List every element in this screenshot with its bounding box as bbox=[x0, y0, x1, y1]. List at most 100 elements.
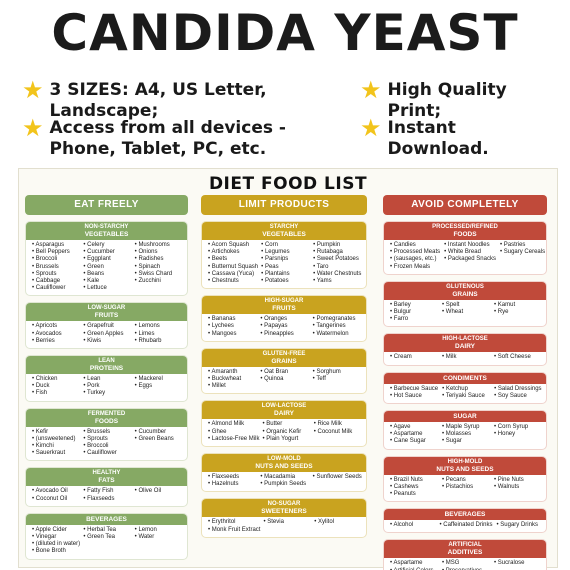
feature-text: 3 SIZES: A4, US Letter, Landscape; bbox=[49, 80, 267, 121]
food-items-subcolumn: MSGPreservatives bbox=[442, 560, 490, 570]
food-item: Peas bbox=[261, 264, 310, 271]
food-item: Pastries bbox=[500, 242, 545, 249]
food-item: Almond Milk bbox=[208, 421, 259, 428]
food-category-card: LOW-SUGARFRUITSApricotsAvocadosBerriesGr… bbox=[25, 302, 188, 350]
food-item: Spinach bbox=[135, 264, 183, 271]
food-item: Flaxseeds bbox=[208, 474, 257, 481]
food-items-subcolumn: BrusselsSproutsBroccoliCauliflower bbox=[83, 429, 131, 458]
category-header: NON-STARCHY VEGETABLES bbox=[26, 222, 187, 240]
food-item: Green Tea bbox=[83, 534, 131, 541]
star-icon: ★ bbox=[360, 114, 382, 142]
food-item: Plantains bbox=[261, 271, 310, 278]
food-item: Butter bbox=[262, 421, 310, 428]
food-item: Candies bbox=[390, 242, 440, 249]
food-item: Spelt bbox=[442, 302, 490, 309]
category-title: DAIRY bbox=[455, 343, 475, 351]
food-item: Olive Oil bbox=[135, 488, 183, 495]
food-category-card: GLUTENOUSGRAINSBarleyBulgurFarroSpeltWhe… bbox=[383, 280, 547, 328]
food-item: Bell Peppers bbox=[32, 249, 80, 256]
food-item: Flaxseeds bbox=[83, 496, 131, 503]
food-item: Brussels bbox=[83, 429, 131, 436]
category-label: LOW-SUGAR bbox=[87, 305, 126, 312]
category-header: STARCHY VEGETABLES bbox=[202, 222, 366, 240]
category-title: NUTS AND SEEDS bbox=[436, 465, 494, 473]
food-items-subcolumn: Almond MilkGheeLactose-Free Milk bbox=[208, 421, 259, 443]
food-category-card: NO-SUGARSWEETENERSErythritolMonk Fruit E… bbox=[201, 498, 367, 538]
feature-sizes: ★ 3 SIZES: A4, US Letter, Landscape; bbox=[22, 78, 362, 122]
food-item: Grapefruit bbox=[83, 323, 131, 330]
food-item: Parsnips bbox=[261, 256, 310, 263]
food-item: Eggplant bbox=[83, 256, 131, 263]
food-items-subcolumn: Sugary Drinks bbox=[497, 522, 542, 529]
food-item: MSG bbox=[442, 560, 490, 567]
food-item: Tangerines bbox=[313, 323, 362, 330]
food-items-subcolumn: PumpkinRutabagaSweet PotatoesTaroWater C… bbox=[313, 242, 362, 285]
food-items-subcolumn: Herbal TeaGreen Tea bbox=[83, 527, 131, 556]
food-item: Mushrooms bbox=[135, 242, 183, 249]
food-item: Broccoli bbox=[32, 256, 80, 263]
food-item: Sauerkraut bbox=[32, 450, 80, 457]
category-label: PROCESSED/REFINED bbox=[432, 224, 498, 230]
category-title: GRAINS bbox=[271, 357, 297, 365]
food-item: Lemons bbox=[135, 323, 183, 330]
food-item: Pecans bbox=[442, 477, 490, 484]
food-items-subcolumn: Fatty FishFlaxseeds bbox=[83, 488, 131, 502]
column-heading: LIMIT PRODUCTS bbox=[201, 195, 367, 215]
food-item: Onions bbox=[135, 249, 183, 256]
category-label: GLUTEN-FREE bbox=[262, 350, 306, 357]
food-item: Honey bbox=[494, 431, 542, 438]
food-items-subcolumn: ErythritolMonk Fruit Extract bbox=[208, 519, 261, 533]
food-items-subcolumn: Maple SyrupMolassesSugar bbox=[442, 424, 490, 446]
food-items-subcolumn: ChickenDuckFish bbox=[32, 376, 80, 398]
food-items-subcolumn: Acorn SquashArtichokesBeetsButternut Squ… bbox=[208, 242, 258, 285]
food-item: Green Apples bbox=[83, 331, 131, 338]
food-category-card: GLUTEN-FREEGRAINSAmaranthBuckwheatMillet… bbox=[201, 347, 367, 395]
category-header: PROCESSED/REFINED FOODS bbox=[384, 222, 546, 240]
food-item: Soy Sauce bbox=[494, 393, 542, 400]
food-item: Fatty Fish bbox=[83, 488, 131, 495]
feature-devices: ★ Access from all devices - Phone, Table… bbox=[22, 116, 342, 160]
feature-text: High Quality Print; bbox=[387, 80, 507, 121]
food-items-grid: Barbecue SauceHot Sauce KetchupTeriyaki S… bbox=[384, 384, 546, 403]
diet-food-list-sheet: DIET FOOD LIST EAT FREELY NON-STARCHY VEGE… bbox=[18, 168, 558, 570]
food-items-subcolumn: Sucralose bbox=[494, 560, 542, 570]
food-items-subcolumn: PastriesSugary Cereals bbox=[500, 242, 545, 271]
food-item: Soft Cheese bbox=[494, 354, 542, 361]
food-item: Taro bbox=[313, 264, 362, 271]
food-item: Legumes bbox=[261, 249, 310, 256]
food-item: Cabbage bbox=[32, 278, 80, 285]
food-item: Water Chestnuts bbox=[313, 271, 362, 278]
food-items-subcolumn: BarleyBulgurFarro bbox=[390, 302, 438, 324]
food-item: Vinegar bbox=[32, 534, 80, 541]
category-title: FOODS bbox=[453, 231, 477, 238]
food-item: Cauliflower bbox=[32, 285, 80, 292]
food-item: Aspartame bbox=[390, 431, 438, 438]
food-item: Barley bbox=[390, 302, 438, 309]
food-item: Pumpkin bbox=[313, 242, 362, 249]
food-item: Sprouts bbox=[32, 271, 80, 278]
food-items-grid: Brazil NutsCashewsPeanutsPecansPistachio… bbox=[384, 475, 546, 502]
food-item: White Bread bbox=[444, 249, 496, 256]
food-items-subcolumn: BananasLycheesMangoes bbox=[208, 316, 257, 338]
food-item: Teff bbox=[313, 376, 362, 383]
food-item: Pomegranates bbox=[313, 316, 362, 323]
food-item: Hot Sauce bbox=[390, 393, 438, 400]
category-header: LOW-MOLD NUTS AND SEEDS bbox=[202, 454, 366, 473]
food-item: (unsweetened) bbox=[32, 436, 80, 443]
category-title: BEVERAGES bbox=[444, 511, 486, 519]
food-item: Lettuce bbox=[83, 285, 131, 292]
food-item: Duck bbox=[32, 383, 80, 390]
food-item: Zucchini bbox=[135, 278, 183, 285]
food-category-card: CONDIMENTS Barbecue SauceHot Sauce Ketchup… bbox=[383, 371, 547, 405]
food-items-subcolumn: KetchupTeriyaki Sauce bbox=[442, 386, 490, 400]
food-category-card: ARTIFICIALADDITIVESAspartameArtificial C… bbox=[383, 539, 547, 570]
food-items-grid: Avocado OilCoconut OilFatty FishFlaxseed… bbox=[26, 486, 187, 505]
category-title: VEGETABLES bbox=[84, 231, 129, 238]
food-item: Cucumber bbox=[135, 429, 183, 436]
food-item: (sausages, etc.) bbox=[390, 256, 440, 263]
food-items-subcolumn: Olive Oil bbox=[135, 488, 183, 502]
